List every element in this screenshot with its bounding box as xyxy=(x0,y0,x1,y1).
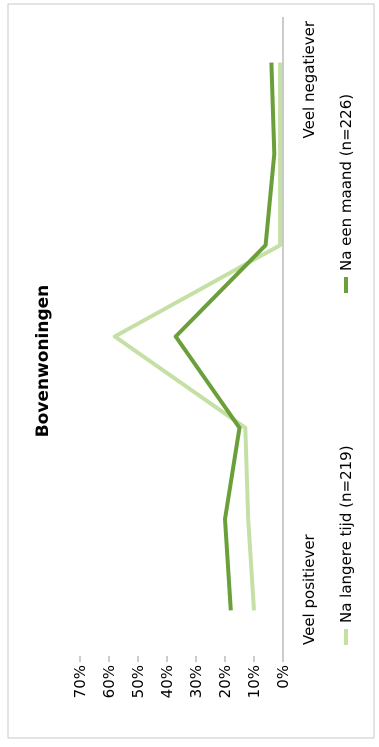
y-tick-label: 20% xyxy=(216,665,234,698)
chart-title: Bovenwoningen xyxy=(33,285,53,438)
y-tick-label: 60% xyxy=(100,665,118,698)
legend-label-2: Na een maand (n=226) xyxy=(337,94,355,271)
x-endpoint-label-left: Veel positiever xyxy=(300,533,318,645)
series-line-1 xyxy=(112,62,283,611)
y-tick-label: 40% xyxy=(158,665,176,698)
y-tick-label: 30% xyxy=(187,665,205,698)
series-line-2 xyxy=(173,62,277,611)
y-tick-label: 10% xyxy=(245,665,263,698)
y-tick-label: 70% xyxy=(71,665,89,698)
x-endpoint-label-right: Veel negatiever xyxy=(300,20,318,138)
legend-label-1: Na langere tijd (n=219) xyxy=(337,445,355,623)
y-tick-label: 50% xyxy=(129,665,147,698)
y-tick-label: 0% xyxy=(274,665,292,689)
chart-border xyxy=(7,3,375,739)
